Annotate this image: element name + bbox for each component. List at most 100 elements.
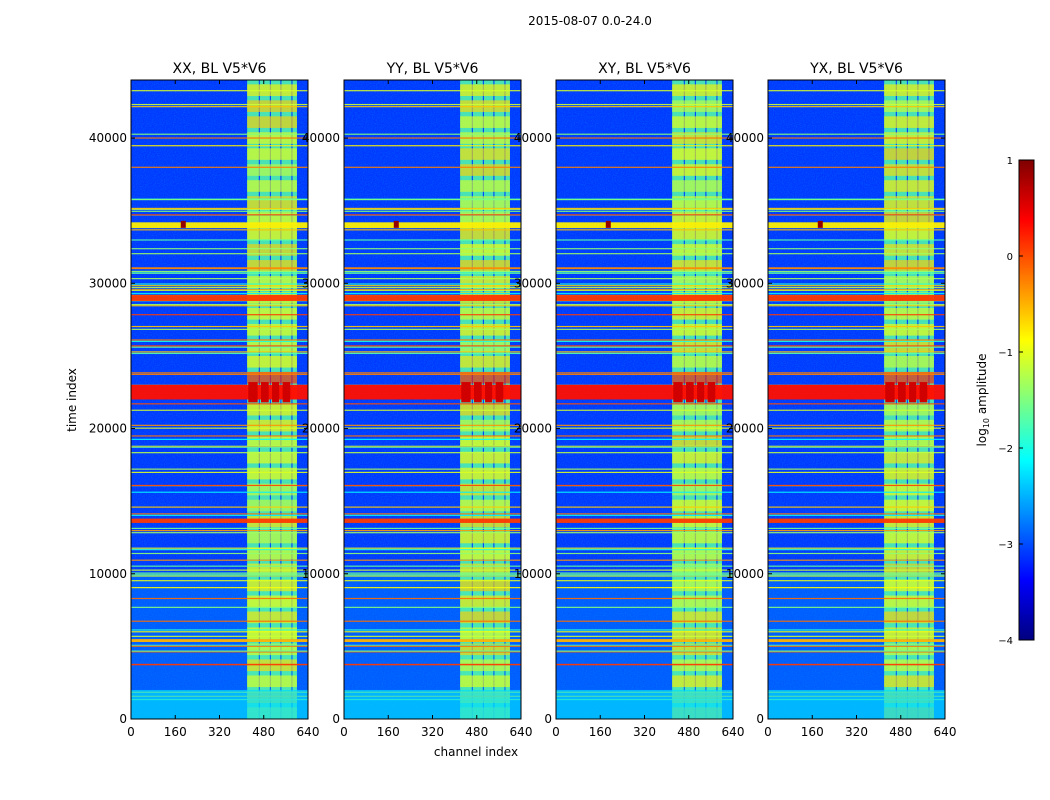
rfi-line <box>131 452 308 454</box>
channel-segment <box>460 212 510 224</box>
channel-segment <box>884 244 934 256</box>
rfi-line <box>131 491 308 493</box>
rfi-line <box>131 90 308 92</box>
time-band-4 <box>131 572 308 577</box>
channel-segment <box>884 116 934 128</box>
channel-segment <box>672 196 722 208</box>
rfi-line <box>556 199 733 201</box>
channel-segment <box>884 260 934 272</box>
rfi-line <box>131 631 308 633</box>
rfi-line <box>556 527 733 529</box>
channel-segment <box>460 643 510 656</box>
colorbar-tick-label: −3 <box>998 540 1013 551</box>
rfi-line <box>768 328 945 330</box>
channel-segment <box>884 627 934 640</box>
event-block <box>260 382 269 403</box>
channel-segment <box>460 579 510 592</box>
rfi-line <box>344 446 521 448</box>
rfi-line <box>131 620 308 622</box>
rfi-line <box>344 514 521 517</box>
time-band-8 <box>344 222 521 229</box>
time-band-2 <box>344 663 521 666</box>
rfi-line <box>556 352 733 355</box>
rfi-line <box>131 403 308 405</box>
rfi-line <box>768 133 945 135</box>
rfi-line <box>768 351 945 353</box>
channel-segment <box>247 579 297 592</box>
rfi-line <box>556 346 733 348</box>
rfi-line <box>344 620 521 622</box>
rfi-line <box>556 285 733 287</box>
channel-segment <box>884 595 934 608</box>
channel-segment <box>247 212 297 224</box>
channel-segment <box>884 483 934 496</box>
rfi-line <box>344 559 521 561</box>
x-tick-label: 640 <box>934 725 957 739</box>
rfi-line <box>344 644 521 646</box>
rfi-line <box>131 314 308 316</box>
x-tick-label: 640 <box>297 725 320 739</box>
y-tick-label: 0 <box>119 712 127 726</box>
channel-segment <box>884 164 934 176</box>
rfi-line <box>556 137 733 139</box>
rfi-line <box>131 559 308 561</box>
rfi-line <box>131 285 308 287</box>
x-tick-label: 480 <box>889 725 912 739</box>
channel-segment <box>672 308 722 320</box>
rfi-line <box>344 267 521 269</box>
colorbar-tick-label: 0 <box>1007 252 1013 263</box>
rfi-line <box>768 373 945 375</box>
rfi-line <box>768 438 945 440</box>
channel-segment <box>460 148 510 160</box>
rfi-line <box>556 629 733 631</box>
rfi-line <box>768 620 945 622</box>
rfi-line <box>556 427 733 429</box>
rfi-line <box>344 629 521 631</box>
rfi-line <box>131 303 308 306</box>
rfi-line <box>768 552 945 555</box>
channel-segment <box>247 276 297 288</box>
channel-segment <box>672 260 722 272</box>
rfi-line <box>131 278 308 280</box>
x-tick-label: 320 <box>845 725 868 739</box>
event-block <box>697 382 705 403</box>
rfi-line <box>344 289 521 291</box>
channel-segment <box>460 611 510 624</box>
rfi-line <box>344 229 521 231</box>
rfi-line <box>344 339 521 341</box>
rfi-line <box>556 145 733 147</box>
event-block <box>495 382 504 403</box>
time-band-3 <box>556 639 733 643</box>
channel-segment <box>247 116 297 128</box>
x-tick-label: 0 <box>764 725 772 739</box>
x-tick-label: 0 <box>552 725 560 739</box>
channel-segment <box>460 164 510 176</box>
rfi-line <box>344 491 521 493</box>
channel-segment <box>247 260 297 272</box>
rfi-line <box>768 272 945 274</box>
channel-segment <box>672 116 722 128</box>
rfi-line <box>556 580 733 582</box>
rfi-line <box>556 328 733 330</box>
channel-segment <box>672 276 722 288</box>
rfi-line <box>344 210 521 212</box>
time-band-5 <box>344 518 521 523</box>
rfi-line <box>768 631 945 633</box>
time-band-8 <box>556 222 733 229</box>
channel-segment <box>672 563 722 576</box>
channel-segment <box>247 180 297 192</box>
rfi-line <box>556 606 733 608</box>
panel-4: YX, BL V5*V6 0 160 320 480 640 0 10000 20000 3000… <box>726 61 957 739</box>
channel-segment <box>247 499 297 512</box>
channel-segment <box>672 579 722 592</box>
rfi-line <box>768 285 945 287</box>
event-block <box>473 382 482 403</box>
rfi-line <box>344 445 521 447</box>
y-tick-label: 40000 <box>89 131 127 145</box>
rfi-line <box>768 145 945 147</box>
rfi-line <box>344 651 521 653</box>
rfi-line <box>768 267 945 270</box>
time-band-4 <box>768 572 945 577</box>
rfi-line <box>768 530 945 532</box>
rfi-line <box>556 248 733 250</box>
